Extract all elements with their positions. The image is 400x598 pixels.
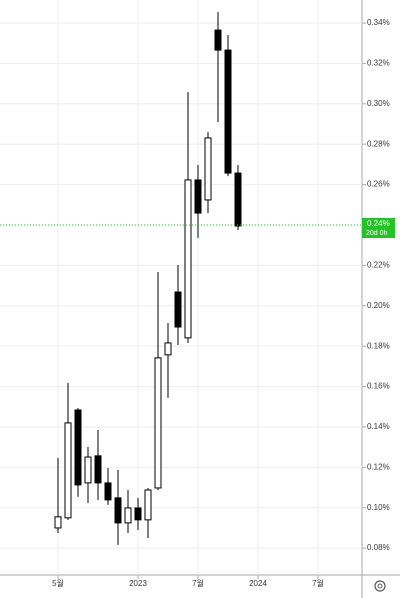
- candle-body: [84, 456, 92, 484]
- y-tick-label: 0.30%: [367, 99, 390, 108]
- settings-button[interactable]: [374, 580, 386, 592]
- candle-body: [144, 489, 152, 521]
- last-price-label: 0.24%: [367, 219, 390, 228]
- candle-body: [224, 49, 232, 174]
- candle-body: [204, 137, 212, 201]
- x-tick-label: 7월: [312, 578, 324, 588]
- y-tick-label: 0.20%: [367, 301, 390, 310]
- last-price-badge: [362, 217, 395, 238]
- y-tick-label: 0.12%: [367, 462, 390, 471]
- candle-body: [214, 29, 222, 51]
- y-tick-label: 0.16%: [367, 382, 390, 391]
- y-tick-label: 0.14%: [367, 422, 390, 431]
- y-tick-label: 0.22%: [367, 260, 390, 269]
- y-tick-label: 0.28%: [367, 139, 390, 148]
- x-tick-label: 5월: [52, 578, 64, 588]
- y-tick-label: 0.10%: [367, 503, 390, 512]
- y-tick-label: 0.18%: [367, 341, 390, 350]
- y-tick-label: 0.08%: [367, 543, 390, 552]
- candle-body: [234, 172, 242, 227]
- gear-icon: [374, 580, 386, 592]
- candle-body: [154, 357, 162, 489]
- candle-body: [124, 507, 132, 524]
- countdown-label: 20d 0h: [366, 230, 388, 237]
- x-tick-label: 2023: [129, 579, 147, 588]
- candle-body: [134, 507, 142, 521]
- y-tick-label: 0.34%: [367, 18, 390, 27]
- candle-body: [94, 455, 102, 484]
- y-tick-label: 0.26%: [367, 180, 390, 189]
- candle-body: [104, 482, 112, 501]
- candle-body: [194, 179, 202, 214]
- candle-body: [54, 516, 62, 529]
- gear-icon-center: [377, 583, 383, 589]
- candle-body: [64, 422, 72, 519]
- candle-body: [184, 179, 192, 339]
- x-tick-label: 2024: [249, 579, 267, 588]
- x-tick-label: 7월: [192, 578, 204, 588]
- candle-body: [174, 291, 182, 328]
- candle-body: [164, 342, 172, 356]
- candle-body: [74, 409, 82, 486]
- candle-body: [114, 497, 122, 524]
- y-tick-label: 0.32%: [367, 59, 390, 68]
